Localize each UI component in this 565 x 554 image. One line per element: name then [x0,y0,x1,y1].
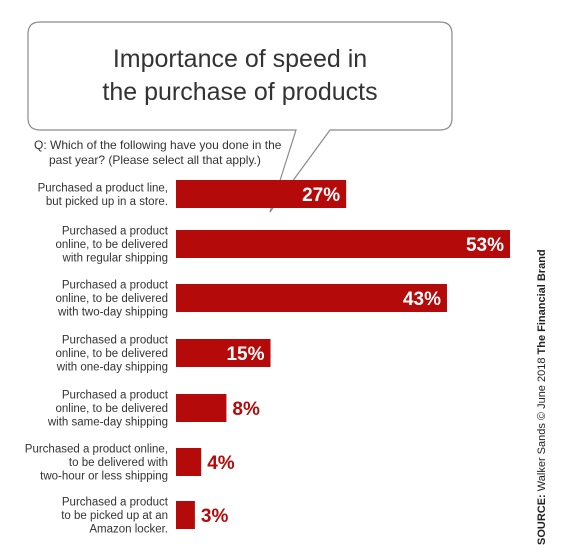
source-text: Walker Sands © June 2018 [536,354,548,494]
source-brand: The Financial Brand [536,249,548,354]
bar-1 [176,180,347,208]
bar-7 [176,501,195,529]
bars: Purchased a product line, but picked up i… [25,180,510,536]
value-label-6: 4% [207,453,235,474]
bar-3 [176,284,447,312]
chart-title-line-1: Importance of speed in [113,45,367,73]
chart-title-line-2: the purchase of products [102,78,377,106]
category-label-1: Purchased a product line, but picked up i… [38,182,168,208]
category-label-2: Purchased a product online, to be deliver… [55,226,168,265]
bar-6 [176,448,202,476]
speech-bubble [27,21,453,213]
category-label-6: Purchased a product online, to be deliver… [25,444,168,483]
category-label-7: Purchased a product to be picked up at an… [61,497,169,536]
value-label-5: 8% [232,399,260,420]
source-label: SOURCE: [536,494,548,545]
category-label-5: Purchased a product online, to be deliver… [47,390,169,429]
value-label-2: 53% [466,235,504,256]
bar-5 [176,394,227,422]
category-label-3: Purchased a product online, to be deliver… [55,280,168,319]
category-label-4: Purchased a product online, to be deliver… [55,335,168,374]
value-label-1: 27% [302,185,340,206]
question-line-2: past year? (Please select all that apply… [49,153,261,167]
value-label-3: 43% [403,289,441,310]
question-line-1: Q: Which of the following have you done … [34,138,282,152]
source-credit: SOURCE: Walker Sands © June 2018 The Fin… [536,249,548,545]
bar-4 [176,339,271,367]
bar-2 [176,230,510,258]
value-label-4: 15% [226,344,264,365]
value-label-7: 3% [201,506,229,527]
